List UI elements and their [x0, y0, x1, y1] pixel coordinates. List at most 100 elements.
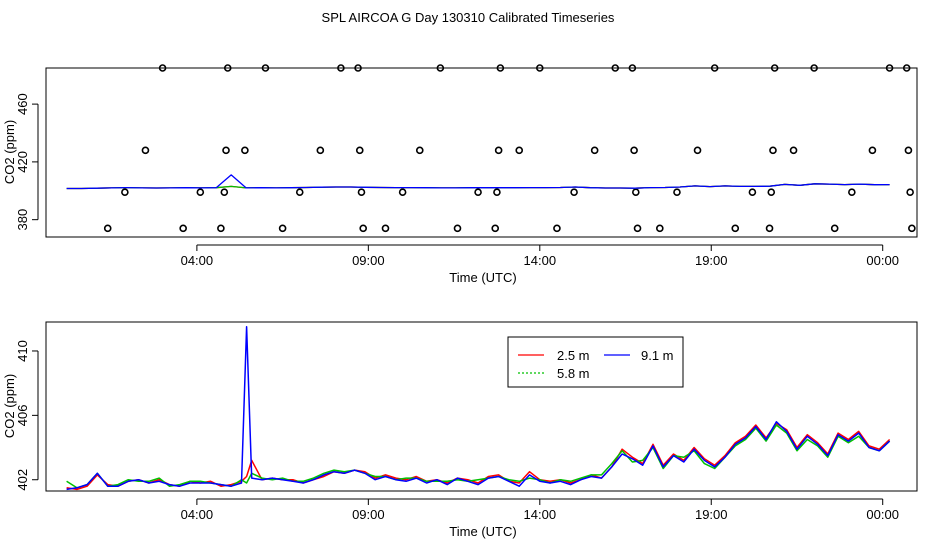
- top-scatter-points: [103, 64, 916, 233]
- scatter-point: [158, 64, 167, 72]
- bottom-x-tick-label: 04:00: [181, 507, 214, 522]
- scatter-point: [357, 188, 366, 197]
- scatter-point: [908, 224, 916, 233]
- bottom-x-axis: 04:00 09:00 14:00 19:00 00:00: [181, 498, 899, 522]
- scatter-point: [630, 146, 638, 155]
- legend-box: [507, 336, 684, 388]
- bottom-panel: 402 406 410 04:00 09:00 14:00 19:00 00:00 Time…: [2, 321, 918, 539]
- scatter-point: [868, 146, 877, 155]
- scatter-point: [121, 188, 129, 197]
- scatter-point: [770, 64, 779, 72]
- scatter-point: [241, 146, 249, 155]
- legend-label-5-8m: 5.8 m: [557, 366, 590, 381]
- top-x-tick-label: 19:00: [695, 253, 728, 268]
- scatter-point: [415, 146, 424, 155]
- legend: 2.5 m 5.8 m 9.1 m: [507, 336, 684, 388]
- figure-title: SPL AIRCOA G Day 130310 Calibrated Times…: [322, 10, 615, 25]
- top-panel: 380 420 460 04:00 09:00 14:00 19:00 00:00 Time…: [2, 64, 918, 285]
- scatter-point: [359, 224, 367, 233]
- scatter-point: [494, 146, 503, 155]
- scatter-point: [491, 224, 500, 233]
- bottom-y-tick-label: 402: [15, 469, 30, 491]
- scatter-point: [570, 188, 578, 197]
- legend-label-2-5m: 2.5 m: [557, 348, 590, 363]
- scatter-point: [515, 146, 524, 155]
- top-y-axis-label: CO2 (ppm): [2, 120, 17, 184]
- scatter-point: [535, 64, 544, 72]
- scatter-point: [632, 188, 640, 197]
- scatter-point: [767, 188, 776, 197]
- scatter-point: [398, 188, 407, 197]
- bottom-y-tick-label: 410: [15, 340, 30, 362]
- bottom-plot-frame: [45, 321, 918, 492]
- bottom-x-tick-label: 19:00: [695, 507, 728, 522]
- top-x-tick-label: 14:00: [524, 253, 557, 268]
- scatter-point: [141, 146, 150, 155]
- legend-label-9-1m: 9.1 m: [641, 348, 674, 363]
- scatter-point: [381, 224, 390, 233]
- top-x-tick-label: 04:00: [181, 253, 214, 268]
- scatter-point: [222, 146, 230, 155]
- bottom-y-axis: 402 406 410: [15, 340, 39, 491]
- scatter-point: [789, 146, 798, 155]
- scatter-point: [474, 188, 482, 197]
- top-series-line-2: [66, 174, 890, 190]
- scatter-point: [693, 146, 702, 155]
- top-y-axis: 380 420 460: [15, 93, 39, 231]
- bottom-series-lines: [66, 326, 891, 491]
- scatter-point: [765, 224, 774, 233]
- scatter-point: [493, 188, 501, 197]
- bottom-y-tick-label: 406: [15, 405, 30, 427]
- scatter-point: [496, 64, 505, 72]
- top-x-axis-label: Time (UTC): [449, 270, 516, 285]
- scatter-point: [673, 188, 681, 197]
- scatter-point: [769, 146, 777, 155]
- top-y-tick-label: 420: [15, 151, 30, 173]
- scatter-point: [902, 64, 911, 72]
- scatter-point: [710, 64, 719, 72]
- scatter-point: [217, 224, 225, 233]
- scatter-point: [553, 224, 561, 233]
- bottom-x-tick-label: 14:00: [524, 507, 557, 522]
- scatter-point: [748, 188, 757, 197]
- scatter-point: [453, 224, 462, 233]
- bottom-y-axis-label: CO2 (ppm): [2, 374, 17, 438]
- scatter-point: [196, 188, 205, 197]
- scatter-point: [628, 64, 637, 72]
- top-y-tick-label: 460: [15, 93, 30, 115]
- top-plot-frame: [45, 67, 918, 238]
- scatter-point: [220, 188, 229, 197]
- scatter-point: [278, 224, 287, 233]
- scatter-point: [355, 146, 364, 155]
- top-x-tick-label: 09:00: [352, 253, 385, 268]
- scatter-point: [261, 64, 270, 72]
- top-x-tick-label: 00:00: [866, 253, 899, 268]
- scatter-point: [179, 224, 187, 233]
- bottom-x-tick-label: 00:00: [866, 507, 899, 522]
- top-x-axis: 04:00 09:00 14:00 19:00 00:00: [181, 244, 899, 268]
- scatter-point: [830, 224, 839, 233]
- top-y-tick-label: 380: [15, 209, 30, 231]
- scatter-point: [906, 188, 914, 197]
- scatter-point: [611, 64, 620, 72]
- scatter-point: [731, 224, 740, 233]
- bottom-x-tick-label: 09:00: [352, 507, 385, 522]
- bottom-series-line-9-1-m: [66, 326, 891, 491]
- scatter-point: [295, 188, 304, 197]
- scatter-point: [885, 64, 894, 72]
- bottom-x-axis-label: Time (UTC): [449, 524, 516, 539]
- scatter-point: [848, 188, 856, 197]
- bottom-series-line-5-8-m: [66, 424, 891, 489]
- scatter-point: [590, 146, 599, 155]
- scatter-point: [103, 224, 112, 233]
- scatter-point: [223, 64, 232, 72]
- scatter-point: [316, 146, 325, 155]
- top-series-lines: [66, 174, 890, 190]
- scatter-point: [436, 64, 445, 72]
- scatter-point: [633, 224, 642, 233]
- scatter-point: [904, 146, 913, 155]
- scatter-point: [656, 224, 664, 233]
- scatter-point: [337, 64, 345, 72]
